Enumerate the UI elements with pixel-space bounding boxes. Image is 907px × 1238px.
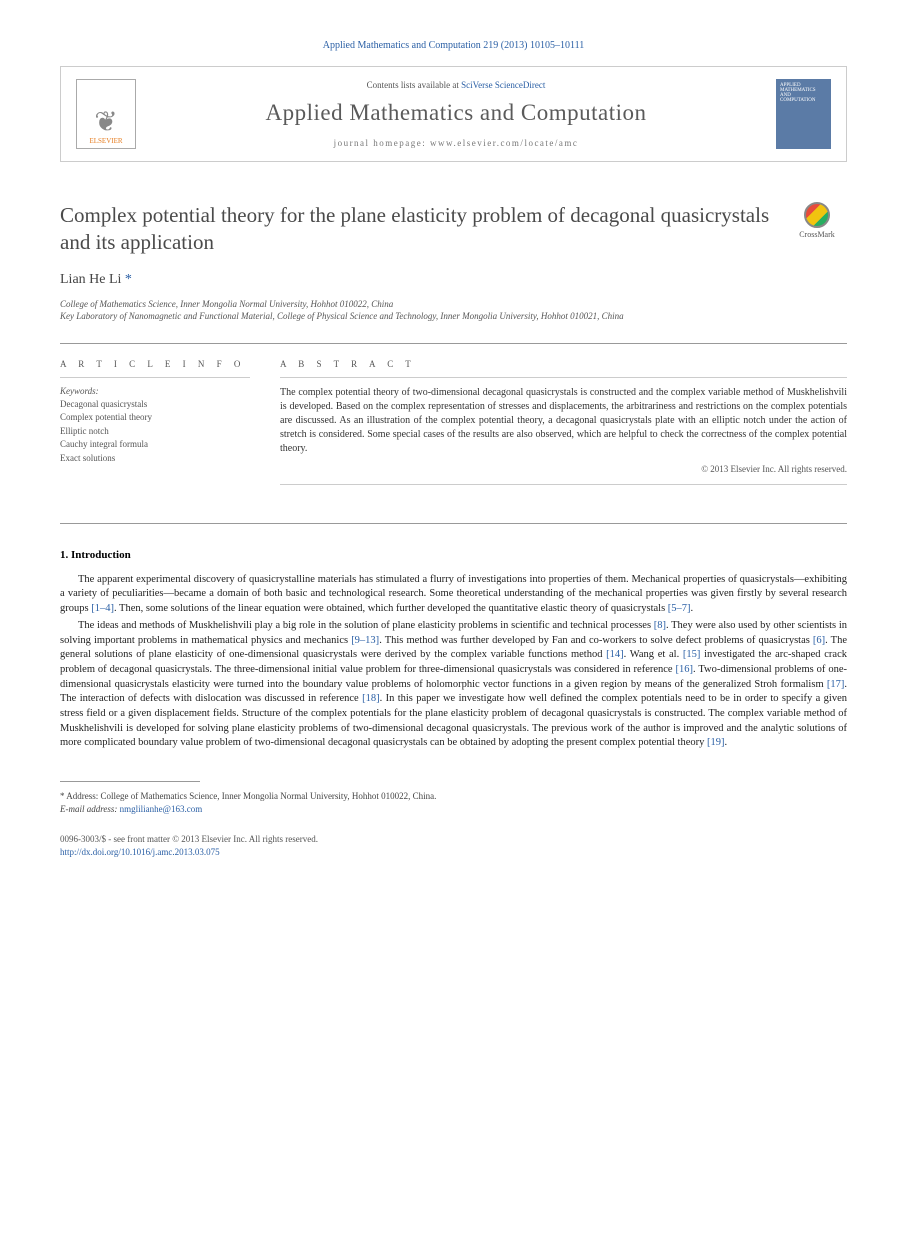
- text-span: .: [725, 737, 728, 748]
- ref-link[interactable]: [1–4]: [91, 603, 114, 614]
- journal-header-box: ❦ ELSEVIER Contents lists available at S…: [60, 66, 847, 162]
- email-label: E-mail address:: [60, 804, 117, 814]
- contents-prefix: Contents lists available at: [367, 80, 461, 90]
- intro-para-1: The apparent experimental discovery of q…: [60, 573, 847, 617]
- ref-link[interactable]: [17]: [827, 679, 845, 690]
- text-span: .: [691, 603, 694, 614]
- keyword-item: Decagonal quasicrystals: [60, 398, 250, 412]
- abstract-heading: A B S T R A C T: [280, 359, 847, 369]
- issn-copyright: 0096-3003/$ - see front matter © 2013 El…: [60, 833, 847, 846]
- abstract-bottom-divider: [280, 484, 847, 485]
- ref-link[interactable]: [14]: [606, 649, 624, 660]
- crossmark-badge[interactable]: CrossMark: [787, 202, 847, 239]
- ref-link[interactable]: [15]: [683, 649, 701, 660]
- footer-divider: [60, 781, 200, 782]
- ref-link[interactable]: [18]: [362, 693, 380, 704]
- abstract-text: The complex potential theory of two-dime…: [280, 386, 847, 456]
- keywords-label: Keywords:: [60, 386, 250, 396]
- ref-link[interactable]: [6]: [813, 635, 825, 646]
- corresponding-address: * Address: College of Mathematics Scienc…: [60, 790, 847, 803]
- elsevier-logo: ❦ ELSEVIER: [76, 79, 136, 149]
- journal-name: Applied Mathematics and Computation: [136, 100, 776, 126]
- affiliation-2: Key Laboratory of Nanomagnetic and Funct…: [60, 310, 847, 323]
- author-email-link[interactable]: nmglilianhe@163.com: [120, 804, 203, 814]
- divider-top: [60, 343, 847, 344]
- crossmark-icon: [804, 202, 830, 228]
- keyword-item: Complex potential theory: [60, 411, 250, 425]
- ref-link[interactable]: [19]: [707, 737, 725, 748]
- journal-homepage: journal homepage: www.elsevier.com/locat…: [136, 138, 776, 148]
- article-info-column: A R T I C L E I N F O Keywords: Decagona…: [60, 359, 250, 493]
- ref-link[interactable]: [16]: [676, 664, 694, 675]
- info-abstract-row: A R T I C L E I N F O Keywords: Decagona…: [60, 359, 847, 493]
- corresponding-footnote: * Address: College of Mathematics Scienc…: [60, 790, 847, 815]
- keyword-item: Cauchy integral formula: [60, 438, 250, 452]
- keyword-item: Exact solutions: [60, 452, 250, 466]
- bottom-publication-info: 0096-3003/$ - see front matter © 2013 El…: [60, 833, 847, 858]
- elsevier-tree-icon: ❦: [94, 109, 117, 137]
- author-name: Lian He Li: [60, 272, 121, 287]
- ref-link[interactable]: [8]: [654, 620, 666, 631]
- keywords-list: Decagonal quasicrystals Complex potentia…: [60, 398, 250, 466]
- text-span: . Wang et al.: [624, 649, 683, 660]
- abstract-divider: [280, 377, 847, 378]
- keyword-item: Elliptic notch: [60, 425, 250, 439]
- crossmark-label: CrossMark: [799, 230, 835, 239]
- author-line: Lian He Li *: [60, 272, 847, 288]
- text-span: . Then, some solutions of the linear equ…: [114, 603, 668, 614]
- text-span: The ideas and methods of Muskhelishvili …: [78, 620, 654, 631]
- affiliations: College of Mathematics Science, Inner Mo…: [60, 298, 847, 323]
- article-title: Complex potential theory for the plane e…: [60, 202, 787, 257]
- divider-mid: [60, 523, 847, 524]
- title-row: Complex potential theory for the plane e…: [60, 202, 847, 257]
- contents-available-line: Contents lists available at SciVerse Sci…: [136, 80, 776, 90]
- article-info-heading: A R T I C L E I N F O: [60, 359, 250, 369]
- doi-link[interactable]: http://dx.doi.org/10.1016/j.amc.2013.03.…: [60, 847, 220, 857]
- journal-cover-thumbnail: APPLIED MATHEMATICS AND COMPUTATION: [776, 79, 831, 149]
- abstract-copyright: © 2013 Elsevier Inc. All rights reserved…: [280, 464, 847, 474]
- ref-link[interactable]: [5–7]: [668, 603, 691, 614]
- info-divider: [60, 377, 250, 378]
- email-line: E-mail address: nmglilianhe@163.com: [60, 803, 847, 816]
- author-corresponding-marker[interactable]: *: [125, 272, 132, 287]
- affiliation-1: College of Mathematics Science, Inner Mo…: [60, 298, 847, 311]
- intro-para-2: The ideas and methods of Muskhelishvili …: [60, 619, 847, 751]
- ref-link[interactable]: [9–13]: [351, 635, 379, 646]
- header-citation: Applied Mathematics and Computation 219 …: [60, 40, 847, 51]
- section-heading-intro: 1. Introduction: [60, 549, 847, 561]
- sciencedirect-link[interactable]: SciVerse ScienceDirect: [461, 80, 545, 90]
- abstract-column: A B S T R A C T The complex potential th…: [280, 359, 847, 493]
- text-span: . This method was further developed by F…: [379, 635, 813, 646]
- header-center: Contents lists available at SciVerse Sci…: [136, 80, 776, 148]
- publisher-name: ELSEVIER: [89, 137, 122, 145]
